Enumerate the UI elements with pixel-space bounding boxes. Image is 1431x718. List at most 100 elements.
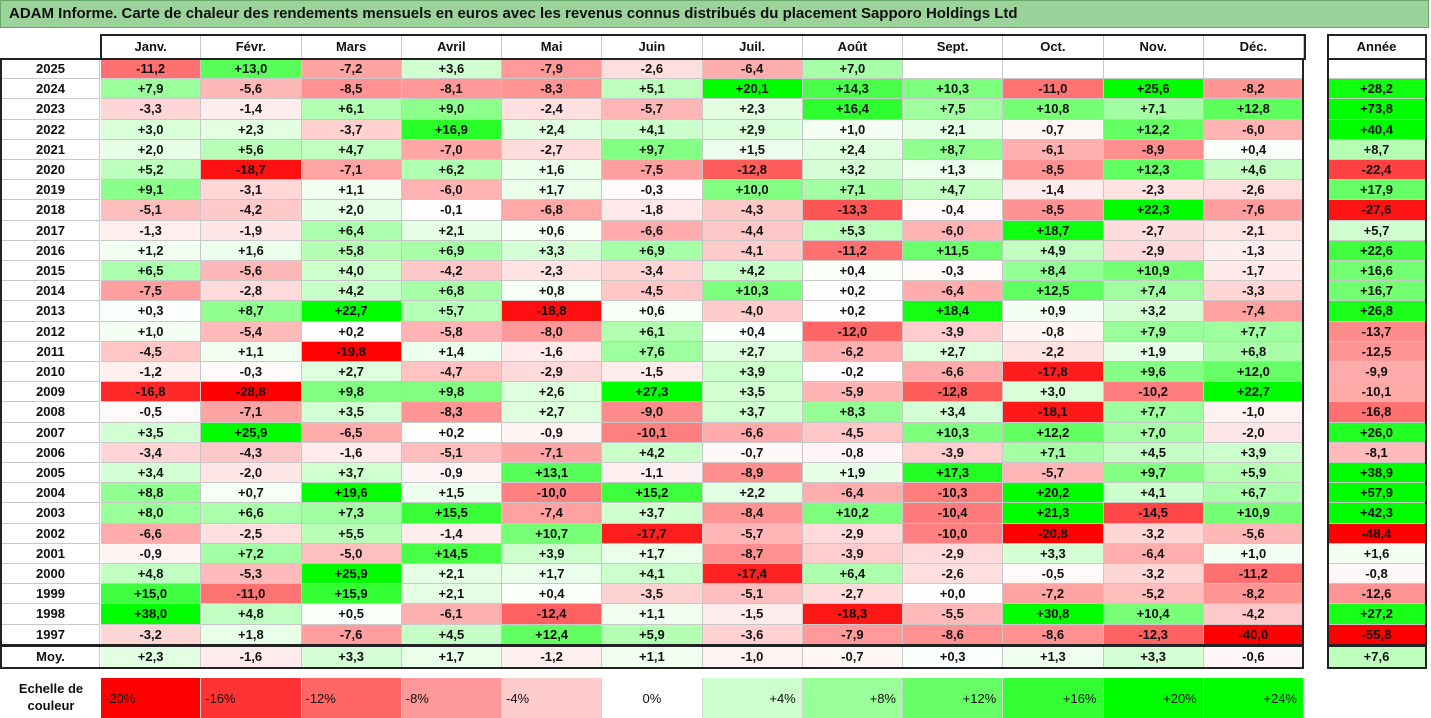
heatmap-cell: -2,9 — [502, 362, 603, 383]
year-label-2011: 2011 — [2, 341, 100, 362]
heatmap-cell: -6,0 — [903, 220, 1004, 241]
heatmap-cell: -7,4 — [502, 503, 603, 524]
annual-cell: -12,5 — [1328, 341, 1426, 362]
heatmap-cell: -10,1 — [602, 422, 703, 443]
average-cell: +2,3 — [101, 646, 202, 668]
year-label-2018: 2018 — [2, 200, 100, 221]
heatmap-cell: +4,8 — [201, 604, 302, 625]
heatmap-cell: +18,4 — [903, 301, 1004, 322]
heatmap-cell: +21,3 — [1003, 503, 1104, 524]
heatmap-cell: +2,1 — [401, 584, 502, 605]
heatmap-cell: -6,4 — [802, 483, 903, 504]
heatmap-cell: +10,3 — [903, 422, 1004, 443]
heatmap-cell: +4,0 — [301, 261, 402, 282]
heatmap-cell: +5,3 — [802, 220, 903, 241]
heatmap-cell: -0,8 — [1003, 321, 1104, 342]
heatmap-cell: +7,6 — [602, 341, 703, 362]
average-cell: -1,6 — [201, 646, 302, 668]
average-cell: -1,2 — [502, 646, 603, 668]
heatmap-cell: +2,0 — [301, 200, 402, 221]
month-header-12: Déc. — [1203, 35, 1304, 59]
average-cell: +0,3 — [903, 646, 1004, 668]
heatmap-cell: +1,1 — [301, 180, 402, 201]
heatmap-cell — [1103, 59, 1204, 80]
heatmap-cell: -4,7 — [401, 362, 502, 383]
annual-cell: +38,9 — [1328, 463, 1426, 484]
year-label-2023: 2023 — [2, 99, 100, 120]
heatmap-cell: +0,2 — [301, 321, 402, 342]
heatmap-cell: -7,6 — [1203, 200, 1304, 221]
color-scale-step: +24% — [1203, 678, 1304, 718]
heatmap-cell: +3,5 — [301, 402, 402, 423]
heatmap-cell: -6,4 — [702, 59, 803, 80]
heatmap-cell: -6,6 — [602, 220, 703, 241]
heatmap-cell: -3,6 — [702, 624, 803, 645]
heatmap-cell: -8,1 — [401, 79, 502, 100]
heatmap-cell: -2,9 — [1103, 240, 1204, 261]
heatmap-cell: +7,0 — [1103, 422, 1204, 443]
heatmap-cell: -4,4 — [702, 220, 803, 241]
heatmap-cell: -6,6 — [101, 523, 202, 544]
heatmap-cell: -7,4 — [1203, 301, 1304, 322]
heatmap-cell: -6,1 — [1003, 139, 1104, 160]
heatmap-cell: +7,5 — [903, 99, 1004, 120]
heatmap-cell: -10,4 — [903, 503, 1004, 524]
heatmap-cell: -8,6 — [1003, 624, 1104, 645]
average-cell: -0,7 — [802, 646, 903, 668]
heatmap-cell: +2,2 — [702, 483, 803, 504]
heatmap-cell: -7,2 — [1003, 584, 1104, 605]
heatmap-cell: +8,3 — [802, 402, 903, 423]
heatmap-cell: -11,0 — [201, 584, 302, 605]
average-cell: +1,1 — [602, 646, 703, 668]
month-header-8: Août — [802, 35, 903, 59]
heatmap-cell: +3,5 — [702, 382, 803, 403]
heatmap-cell: +1,7 — [602, 543, 703, 564]
heatmap-cell: -2,6 — [903, 564, 1004, 585]
heatmap-cell: -18,8 — [502, 301, 603, 322]
annual-cell: -12,6 — [1328, 584, 1426, 605]
heatmap-cell: +4,1 — [602, 564, 703, 585]
heatmap-cell: -2,0 — [201, 463, 302, 484]
heatmap-cell: -5,7 — [702, 523, 803, 544]
heatmap-cell: -5,9 — [802, 382, 903, 403]
annual-cell: +1,6 — [1328, 543, 1426, 564]
heatmap-cell: -3,7 — [301, 119, 402, 140]
color-scale-step: +16% — [1003, 678, 1104, 718]
heatmap-cell: +16,4 — [802, 99, 903, 120]
annual-cell: +26,0 — [1328, 422, 1426, 443]
heatmap-cell: -10,0 — [502, 483, 603, 504]
heatmap-cell: -0,3 — [602, 180, 703, 201]
heatmap-cell: +5,8 — [301, 240, 402, 261]
heatmap-cell: -5,6 — [1203, 523, 1304, 544]
heatmap-cell: +0,4 — [802, 261, 903, 282]
color-scale-step: +8% — [802, 678, 903, 718]
heatmap-cell: -2,2 — [1003, 341, 1104, 362]
heatmap-cell: -3,2 — [101, 624, 202, 645]
heatmap-cell: -12,4 — [502, 604, 603, 625]
heatmap-cell: -1,4 — [1003, 180, 1104, 201]
heatmap-cell: -4,5 — [101, 341, 202, 362]
heatmap-cell: +3,9 — [502, 543, 603, 564]
heatmap-cell: -3,2 — [1103, 564, 1204, 585]
annual-cell: -8,1 — [1328, 442, 1426, 463]
annual-cell: -27,6 — [1328, 200, 1426, 221]
heatmap-cell: -8,2 — [1203, 584, 1304, 605]
annual-cell: +22,6 — [1328, 240, 1426, 261]
heatmap-cell: +12,5 — [1003, 281, 1104, 302]
heatmap-cell: +0,2 — [401, 422, 502, 443]
heatmap-cell: -3,1 — [201, 180, 302, 201]
heatmap-cell: -8,2 — [1203, 79, 1304, 100]
heatmap-cell: +0,0 — [903, 584, 1004, 605]
heatmap-cell: -28,8 — [201, 382, 302, 403]
annual-cell: -22,4 — [1328, 160, 1426, 181]
heatmap-cell: +4,7 — [903, 180, 1004, 201]
heatmap-cell: -4,5 — [602, 281, 703, 302]
heatmap-cell: -1,0 — [1203, 402, 1304, 423]
heatmap-cell: -0,5 — [1003, 564, 1104, 585]
heatmap-cell: +12,8 — [1203, 99, 1304, 120]
heatmap-cell: +14,3 — [802, 79, 903, 100]
heatmap-cell: -3,9 — [903, 442, 1004, 463]
heatmap-cell: -3,3 — [101, 99, 202, 120]
year-label-2016: 2016 — [2, 240, 100, 261]
heatmap-cell: -1,2 — [101, 362, 202, 383]
